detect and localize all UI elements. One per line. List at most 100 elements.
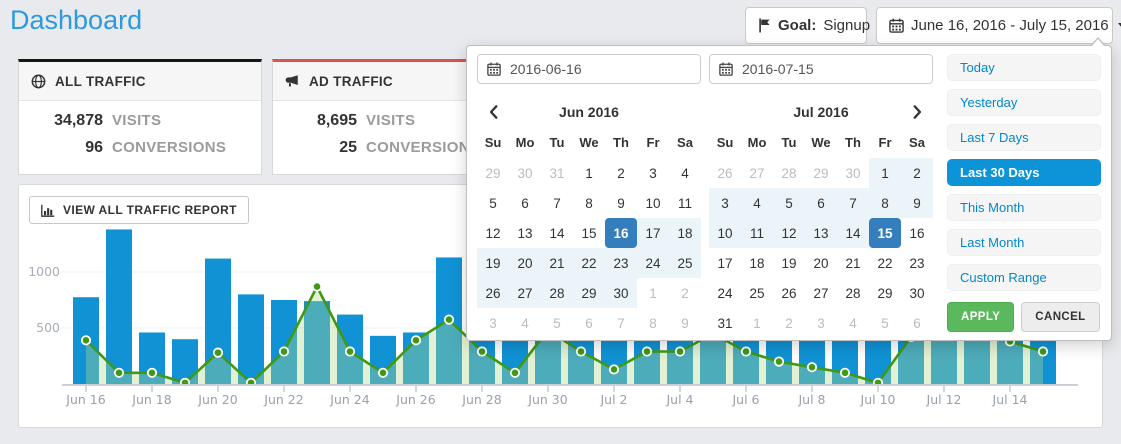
- calendar-day[interactable]: 5: [553, 315, 561, 331]
- calendar-day[interactable]: 30: [909, 285, 925, 301]
- range-option-last-30-days[interactable]: Last 30 Days: [947, 159, 1101, 186]
- calendar-day[interactable]: 15: [581, 225, 597, 241]
- calendar-day[interactable]: 13: [517, 225, 533, 241]
- calendar-day[interactable]: 25: [749, 285, 765, 301]
- calendar-day[interactable]: 16: [605, 218, 637, 248]
- calendar-day[interactable]: 19: [477, 248, 509, 278]
- calendar-day[interactable]: 28: [541, 278, 573, 308]
- calendar-day[interactable]: 2: [901, 158, 933, 188]
- start-date-input[interactable]: [508, 60, 691, 78]
- calendar-day[interactable]: 14: [837, 218, 869, 248]
- calendar-day[interactable]: 9: [681, 315, 689, 331]
- range-option-yesterday[interactable]: Yesterday: [947, 89, 1101, 116]
- calendar-day[interactable]: 30: [517, 165, 533, 181]
- calendar-day[interactable]: 3: [817, 315, 825, 331]
- calendar-day[interactable]: 21: [845, 255, 861, 271]
- calendar-day[interactable]: 1: [585, 165, 593, 181]
- calendar-day[interactable]: 6: [913, 315, 921, 331]
- date-range-button[interactable]: June 16, 2016 - July 15, 2016: [876, 7, 1121, 44]
- view-all-traffic-report-button[interactable]: VIEW ALL TRAFFIC REPORT: [29, 196, 249, 224]
- calendar-day[interactable]: 27: [749, 165, 765, 181]
- calendar-day[interactable]: 29: [573, 278, 605, 308]
- apply-button[interactable]: APPLY: [947, 302, 1015, 332]
- calendar-day[interactable]: 3: [489, 315, 497, 331]
- calendar-day[interactable]: 24: [717, 285, 733, 301]
- calendar-day[interactable]: 8: [869, 188, 901, 218]
- calendar-day[interactable]: 6: [585, 315, 593, 331]
- calendar-day[interactable]: 17: [637, 218, 669, 248]
- calendar-day[interactable]: 1: [869, 158, 901, 188]
- calendar-day[interactable]: 14: [549, 225, 565, 241]
- calendar-day[interactable]: 4: [741, 188, 773, 218]
- calendar-day[interactable]: 27: [813, 285, 829, 301]
- calendar-day[interactable]: 7: [837, 188, 869, 218]
- calendar-day[interactable]: 9: [901, 188, 933, 218]
- calendar-day[interactable]: 18: [669, 218, 701, 248]
- calendar-day[interactable]: 31: [717, 315, 733, 331]
- calendar-day[interactable]: 22: [877, 255, 893, 271]
- calendar-day[interactable]: 22: [573, 248, 605, 278]
- start-date-field[interactable]: [477, 54, 701, 84]
- calendar-day[interactable]: 4: [521, 315, 529, 331]
- calendar-day[interactable]: 7: [617, 315, 625, 331]
- calendar-day[interactable]: 28: [845, 285, 861, 301]
- calendar-day[interactable]: 27: [509, 278, 541, 308]
- range-option-last-7-days[interactable]: Last 7 Days: [947, 124, 1101, 151]
- range-option-custom-range[interactable]: Custom Range: [947, 264, 1101, 291]
- calendar-day[interactable]: 10: [709, 218, 741, 248]
- calendar-day[interactable]: 2: [617, 165, 625, 181]
- calendar-day[interactable]: 2: [681, 285, 689, 301]
- calendar-day[interactable]: 9: [617, 195, 625, 211]
- calendar-day[interactable]: 7: [553, 195, 561, 211]
- calendar-day[interactable]: 23: [605, 248, 637, 278]
- calendar-day[interactable]: 15: [869, 218, 901, 248]
- calendar-day[interactable]: 17: [717, 255, 733, 271]
- calendar-day[interactable]: 31: [549, 165, 565, 181]
- calendar-day[interactable]: 25: [669, 248, 701, 278]
- calendar-day[interactable]: 6: [521, 195, 529, 211]
- calendar-day[interactable]: 16: [909, 225, 925, 241]
- calendar-day[interactable]: 26: [781, 285, 797, 301]
- calendar-day[interactable]: 26: [717, 165, 733, 181]
- calendar-day[interactable]: 30: [845, 165, 861, 181]
- calendar-day[interactable]: 20: [509, 248, 541, 278]
- calendar-day[interactable]: 11: [741, 218, 773, 248]
- calendar-day[interactable]: 19: [781, 255, 797, 271]
- calendar-day[interactable]: 1: [649, 285, 657, 301]
- end-date-input[interactable]: [740, 60, 923, 78]
- calendar-day[interactable]: 5: [489, 195, 497, 211]
- calendar-day[interactable]: 23: [909, 255, 925, 271]
- calendar-day[interactable]: 3: [649, 165, 657, 181]
- calendar-day[interactable]: 12: [773, 218, 805, 248]
- calendar-day[interactable]: 24: [637, 248, 669, 278]
- calendar-day[interactable]: 29: [485, 165, 501, 181]
- end-date-field[interactable]: [709, 54, 933, 84]
- calendar-day[interactable]: 5: [773, 188, 805, 218]
- calendar-day[interactable]: 10: [645, 195, 661, 211]
- calendar-day[interactable]: 29: [813, 165, 829, 181]
- calendar-day[interactable]: 18: [749, 255, 765, 271]
- calendar-day[interactable]: 8: [585, 195, 593, 211]
- calendar-day[interactable]: 26: [477, 278, 509, 308]
- calendar-day[interactable]: 28: [781, 165, 797, 181]
- calendar-day[interactable]: 4: [681, 165, 689, 181]
- goal-dropdown-button[interactable]: Goal: Signup: [745, 7, 888, 44]
- calendar-day[interactable]: 4: [849, 315, 857, 331]
- calendar-day[interactable]: 3: [709, 188, 741, 218]
- calendar-day[interactable]: 2: [785, 315, 793, 331]
- range-option-today[interactable]: Today: [947, 54, 1101, 81]
- range-option-this-month[interactable]: This Month: [947, 194, 1101, 221]
- range-option-last-month[interactable]: Last Month: [947, 229, 1101, 256]
- calendar-day[interactable]: 1: [753, 315, 761, 331]
- calendar-day[interactable]: 11: [677, 195, 692, 211]
- calendar-day[interactable]: 13: [805, 218, 837, 248]
- next-month-button[interactable]: [901, 96, 933, 128]
- cancel-button[interactable]: CANCEL: [1021, 302, 1100, 332]
- calendar-day[interactable]: 12: [485, 225, 501, 241]
- calendar-day[interactable]: 5: [881, 315, 889, 331]
- calendar-day[interactable]: 29: [877, 285, 893, 301]
- calendar-day[interactable]: 30: [605, 278, 637, 308]
- calendar-day[interactable]: 8: [649, 315, 657, 331]
- calendar-day[interactable]: 21: [541, 248, 573, 278]
- calendar-day[interactable]: 20: [813, 255, 829, 271]
